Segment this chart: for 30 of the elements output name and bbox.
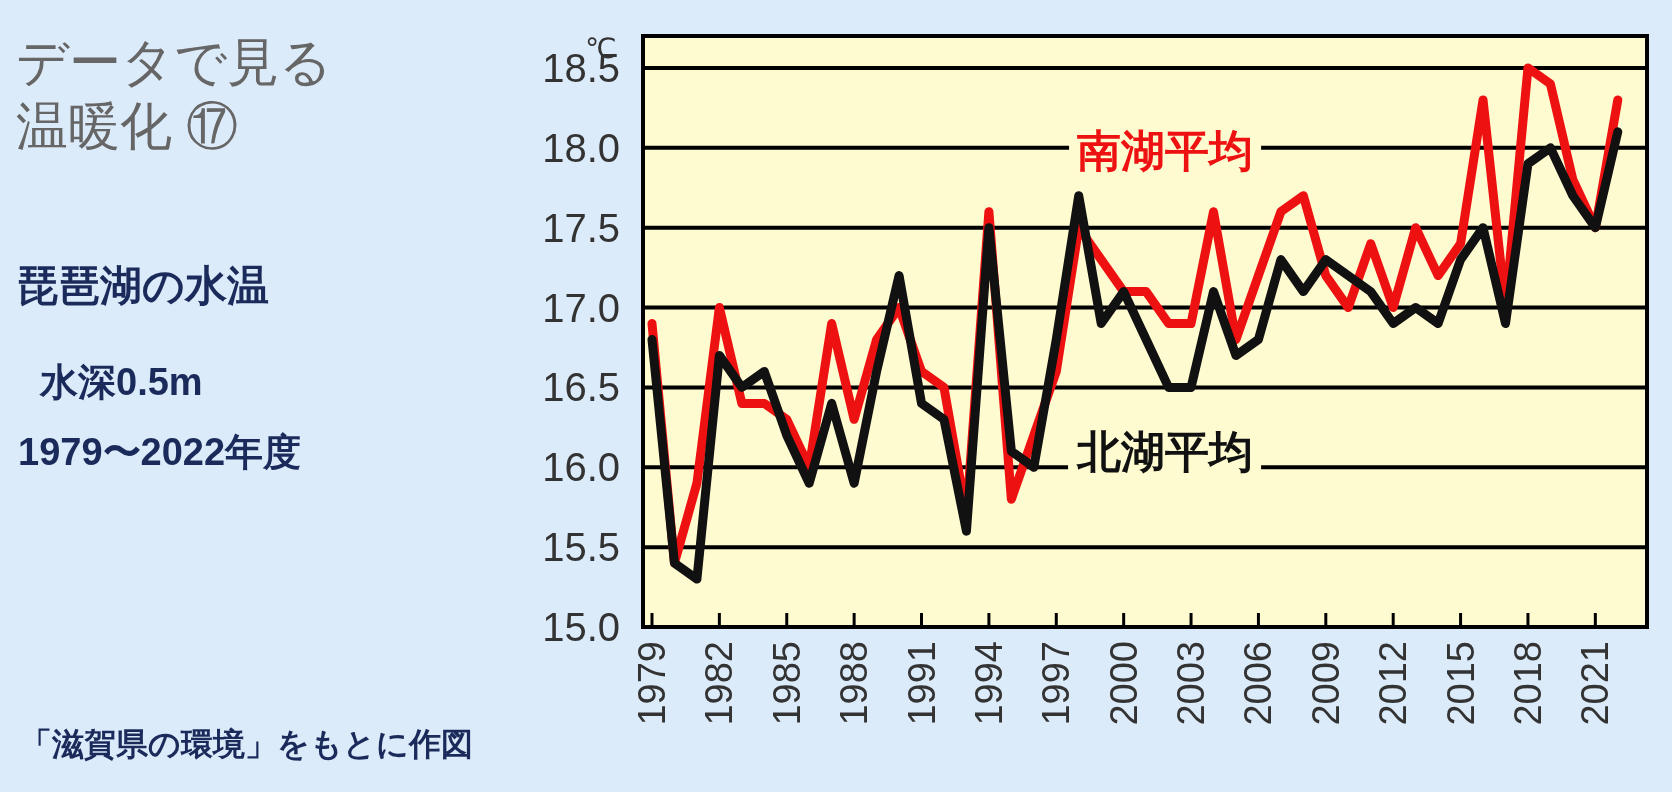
x-tick-label: 2000 — [1102, 641, 1145, 726]
y-tick-label: 18.0 — [542, 125, 620, 170]
x-tick-label: 1982 — [698, 641, 741, 726]
x-tick-label: 2018 — [1506, 641, 1549, 726]
x-tick-label: 2015 — [1439, 641, 1482, 726]
x-tick-label: 2006 — [1237, 641, 1280, 726]
x-tick-label: 2012 — [1372, 641, 1415, 726]
x-tick-label: 1985 — [765, 641, 808, 726]
x-tick-label: 1979 — [630, 641, 673, 726]
x-tick-label: 1994 — [967, 641, 1010, 726]
x-tick-label: 2021 — [1574, 641, 1617, 726]
x-tick-label: 2009 — [1304, 641, 1347, 726]
y-tick-label: 17.0 — [542, 285, 620, 330]
x-tick-label: 1988 — [833, 641, 876, 726]
series-label: 南湖平均 — [1077, 126, 1254, 176]
y-tick-label: 15.5 — [542, 525, 620, 570]
text: 温暖化 ⑰ — [16, 97, 239, 155]
y-tick-label: 16.0 — [542, 445, 620, 490]
text: 「滋賀県の環境」をもとに作図 — [20, 726, 473, 762]
text: 水深0.5m — [39, 361, 203, 403]
x-tick-label: 1997 — [1035, 641, 1078, 726]
text: データで見る — [16, 33, 332, 91]
y-tick-label: 17.5 — [542, 205, 620, 250]
series-label: 北湖平均 — [1076, 427, 1254, 477]
x-tick-label: 2003 — [1170, 641, 1213, 726]
y-tick-label: 16.5 — [542, 365, 620, 410]
x-tick-label: 1991 — [900, 641, 943, 726]
text: 1979〜2022年度 — [18, 431, 302, 473]
y-tick-label: 15.0 — [542, 605, 620, 649]
text: 琵琶湖の水温 — [16, 262, 269, 309]
